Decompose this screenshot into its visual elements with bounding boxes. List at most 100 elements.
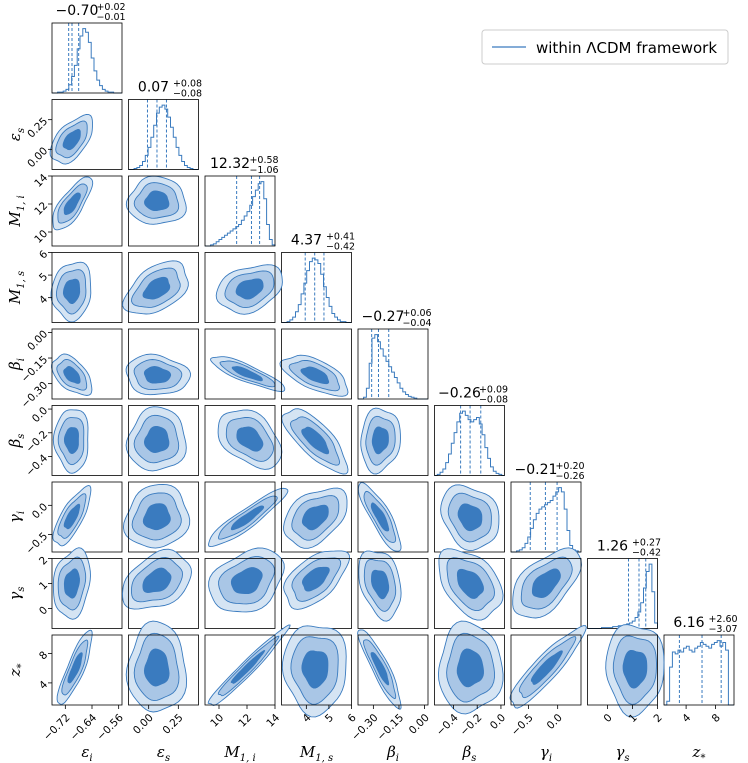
panel-M1_i-vs-eps_s	[125, 175, 199, 247]
xaxis-label-M1_i: M1, i	[223, 743, 255, 763]
panel-title-plus-M1_s: +0.41	[326, 232, 355, 243]
xtick-label-M1_i: 14	[264, 712, 282, 730]
contour-inner	[301, 426, 330, 455]
frame-z_star	[663, 634, 735, 706]
contour-inner	[142, 567, 172, 593]
panel-title-minus-beta_i: −0.04	[402, 318, 431, 329]
yaxis-label-z_star: z*	[6, 664, 27, 678]
histogram-beta_i	[358, 334, 428, 400]
xtick-label-eps_s: 0.25	[161, 712, 186, 737]
frame	[434, 634, 505, 706]
frame-eps_s	[128, 99, 199, 170]
xtick-label-beta_s: −0.4	[434, 712, 461, 739]
xtick-label-gamma_i: −0.5	[509, 712, 536, 739]
panel-title-M1_i: 12.32	[210, 156, 250, 172]
contour-inner	[457, 503, 483, 532]
contour-inner	[531, 568, 561, 598]
panel-title-eps_i: −0.70	[56, 3, 99, 19]
frame	[128, 328, 199, 400]
contour-inner	[231, 366, 263, 382]
histogram-gamma_i	[511, 487, 581, 553]
ytick-label-eps_s: 0.00	[25, 145, 50, 170]
frame	[51, 175, 123, 247]
panel-title-minus-gamma_i: −0.26	[555, 471, 584, 482]
panel-z_star-vs-gamma_s	[587, 624, 665, 718]
frame-eps_i	[51, 22, 123, 94]
yaxis-label-gamma_i: γi	[6, 511, 27, 523]
frame	[204, 558, 276, 629]
panel-diag-z_star: 6.16 +2.60−3.07	[663, 614, 738, 706]
contour-inner	[63, 568, 80, 599]
yaxis-sublabel-M1_s: 1, s	[16, 271, 27, 289]
panel-M1_s-vs-eps_s	[122, 252, 199, 323]
frame	[51, 252, 123, 323]
contour-inner	[622, 649, 648, 689]
panel-title-plus-eps_s: +0.08	[173, 79, 202, 90]
ytick-label-eps_s: 0.25	[25, 115, 50, 140]
ytick-label-beta_s: −0.2	[24, 429, 51, 456]
contour-inner	[143, 425, 170, 453]
xaxis-label-beta_s: βs	[462, 743, 477, 763]
frame	[204, 481, 276, 553]
panel-title-minus-beta_s: −0.08	[479, 395, 508, 406]
panel-title-plus-eps_i: +0.02	[96, 2, 125, 13]
frame	[357, 481, 429, 553]
frame	[281, 481, 352, 553]
panel-diag-gamma_s: 1.26 +0.27−0.42	[587, 538, 661, 629]
xaxis-label-eps_s: εs	[157, 743, 170, 763]
panel-M1_i-vs-eps_i	[51, 175, 123, 247]
panel-diag-beta_s: −0.26+0.09−0.08	[434, 385, 508, 476]
panel-gamma_i-vs-beta_s	[434, 481, 505, 553]
yaxis-sublabel-gamma_s: s	[16, 586, 27, 591]
xaxis-sublabel-M1_i: 1, i	[240, 753, 256, 763]
frame	[204, 634, 276, 706]
frame	[204, 252, 276, 323]
xaxis-label-M1_s: M1, s	[299, 743, 333, 763]
contour-inner	[63, 366, 81, 384]
panel-z_star-vs-beta_s	[434, 620, 505, 715]
panel-gamma_s-vs-eps_s	[122, 548, 199, 629]
contour-inner	[63, 503, 81, 530]
panel-z_star-vs-eps_s	[125, 620, 199, 713]
panel-title-plus-z_star: +2.60	[708, 614, 737, 625]
panel-gamma_s-vs-beta_s	[434, 548, 505, 629]
frame	[281, 328, 352, 400]
xtick-label-z_star: 8	[710, 712, 723, 725]
yaxis-label-gamma_s: γs	[6, 586, 27, 600]
xtick-label-gamma_s: 0	[602, 712, 615, 725]
panel-diag-gamma_i: −0.21+0.20−0.26	[510, 461, 585, 553]
panel-title-M1_s: 4.37	[291, 233, 322, 249]
yaxis-label-eps_s: εs	[6, 128, 27, 141]
contour-inner	[371, 426, 389, 455]
xtick-label-gamma_i: 0.0	[545, 712, 565, 732]
panel-gamma_i-vs-eps_i	[51, 481, 123, 553]
histogram-gamma_s	[587, 563, 658, 629]
panel-z_star-vs-M1_i	[204, 624, 291, 706]
contour-inner	[230, 505, 265, 531]
frame	[204, 328, 276, 400]
frame	[51, 634, 123, 706]
histogram-z_star	[664, 640, 734, 706]
ytick-label-gamma_s: 2	[37, 554, 50, 567]
frame	[281, 634, 352, 706]
contour-inner	[235, 278, 264, 300]
xtick-label-M1_i: 12	[236, 712, 254, 730]
histogram-beta_s	[434, 410, 505, 476]
frame	[51, 99, 123, 170]
contour-inner	[142, 276, 171, 300]
xtick-label-beta_i: −0.15	[375, 712, 406, 743]
xtick-label-M1_s: 5	[323, 712, 336, 725]
panel-title-minus-eps_s: −0.08	[173, 89, 202, 100]
panel-beta_i-vs-eps_i	[51, 328, 123, 400]
panel-title-minus-eps_i: −0.01	[96, 12, 125, 23]
xtick-label-M1_i: 10	[208, 712, 226, 730]
panel-M1_s-vs-M1_i	[204, 252, 283, 323]
frame	[128, 634, 199, 706]
panel-gamma_s-vs-eps_i	[51, 547, 123, 629]
xaxis-label-gamma_s: γs	[615, 743, 629, 763]
contour-inner	[530, 650, 563, 685]
contour-inner	[143, 648, 170, 687]
frame	[51, 558, 123, 629]
ytick-label-M1_i: 10	[32, 228, 50, 246]
